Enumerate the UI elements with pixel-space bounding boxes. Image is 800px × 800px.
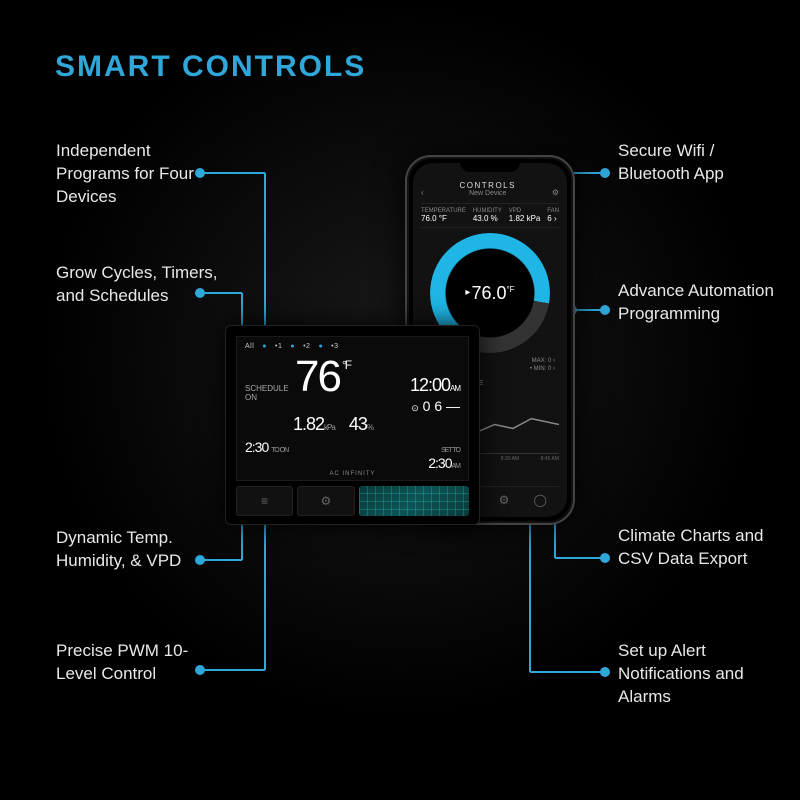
controller-tabs: All ●•1 ●•2 ●•3	[245, 343, 460, 350]
phone-header: CONTROLS	[460, 181, 516, 190]
back-icon[interactable]: ‹	[421, 188, 424, 197]
feature-left-4: Precise PWM 10-Level Control	[56, 640, 226, 686]
controller-clock-ampm: AM	[450, 384, 460, 393]
phone-stats-row: TEMPERATURE76.0 °F HUMIDITY43.0 % VPD1.8…	[421, 203, 559, 228]
phone-notch	[460, 160, 520, 172]
controller-brand: AC INFINITY	[329, 471, 375, 477]
feature-right-4: Set up Alert Notifications and Alarms	[618, 640, 788, 709]
feature-left-1: Independent Programs for Four Devices	[56, 140, 226, 209]
tab-3[interactable]: •3	[331, 343, 338, 350]
vpd-value: 1.82	[293, 414, 324, 434]
controller-buttons: ≡ ⚙	[236, 486, 469, 516]
tab-all[interactable]: All	[245, 343, 254, 350]
settings-button[interactable]: ⚙	[297, 486, 354, 516]
timer-to-ampm: AM	[452, 463, 461, 470]
phone-subheader: New Device	[460, 190, 516, 197]
settings-icon[interactable]: ⚙	[499, 493, 510, 507]
timer-from: 2:30	[245, 439, 268, 455]
feature-left-3: Dynamic Temp. Humidity, & VPD	[56, 527, 226, 573]
gear-icon[interactable]: ⚙	[552, 188, 559, 197]
xaxis-tick-3: 8:45 AM	[541, 456, 559, 462]
controller-device: All ●•1 ●•2 ●•3 SCHEDULE ON 76°F 12:00AM…	[225, 325, 480, 525]
controller-clock: 12:00	[410, 375, 450, 395]
circuit-board-graphic	[359, 486, 470, 516]
humidity-value: 43	[349, 414, 367, 434]
main-title: SMART CONTROLS	[55, 50, 366, 84]
controller-row2: 1.82kPa 43%	[293, 414, 460, 435]
controller-temp: 76°F	[295, 352, 350, 402]
feature-right-2: Advance Automation Programming	[618, 280, 788, 326]
menu-button[interactable]: ≡	[236, 486, 293, 516]
humidity-unit: %	[367, 423, 373, 432]
stat-fan-value: 6 ›	[547, 214, 559, 223]
dial-unit: °F	[506, 285, 514, 294]
dial-value: 76.0	[471, 283, 506, 304]
schedule-state: ON	[245, 394, 295, 403]
controller-screen: All ●•1 ●•2 ●•3 SCHEDULE ON 76°F 12:00AM…	[236, 336, 469, 481]
set-to-label: SET TO	[441, 447, 460, 454]
feature-right-1: Secure Wifi / Bluetooth App	[618, 140, 788, 186]
stat-vpd-value: 1.82 kPa	[509, 214, 541, 223]
vpd-unit: kPa	[324, 423, 335, 432]
tab-1[interactable]: •1	[275, 343, 282, 350]
profile-icon[interactable]: ◯	[533, 493, 546, 507]
timer-from-sub: TO ON	[271, 447, 288, 454]
timer-to: 2:30	[428, 455, 451, 471]
device-stage: ‹ CONTROLS New Device ⚙ TEMPERATURE76.0 …	[225, 155, 575, 575]
feature-right-3: Climate Charts and CSV Data Export	[618, 525, 788, 571]
tab-2[interactable]: •2	[303, 343, 310, 350]
feature-left-2: Grow Cycles, Timers, and Schedules	[56, 262, 226, 308]
stat-hum-value: 43.0 %	[473, 214, 502, 223]
stat-temp-value: 76.0 °F	[421, 214, 466, 223]
controller-row3: 2:30 TO ON SET TO2:30AM	[245, 439, 460, 471]
xaxis-tick-2: 8:30 AM	[501, 456, 519, 462]
fan-level: ⊙ 0 6 —	[410, 398, 460, 414]
